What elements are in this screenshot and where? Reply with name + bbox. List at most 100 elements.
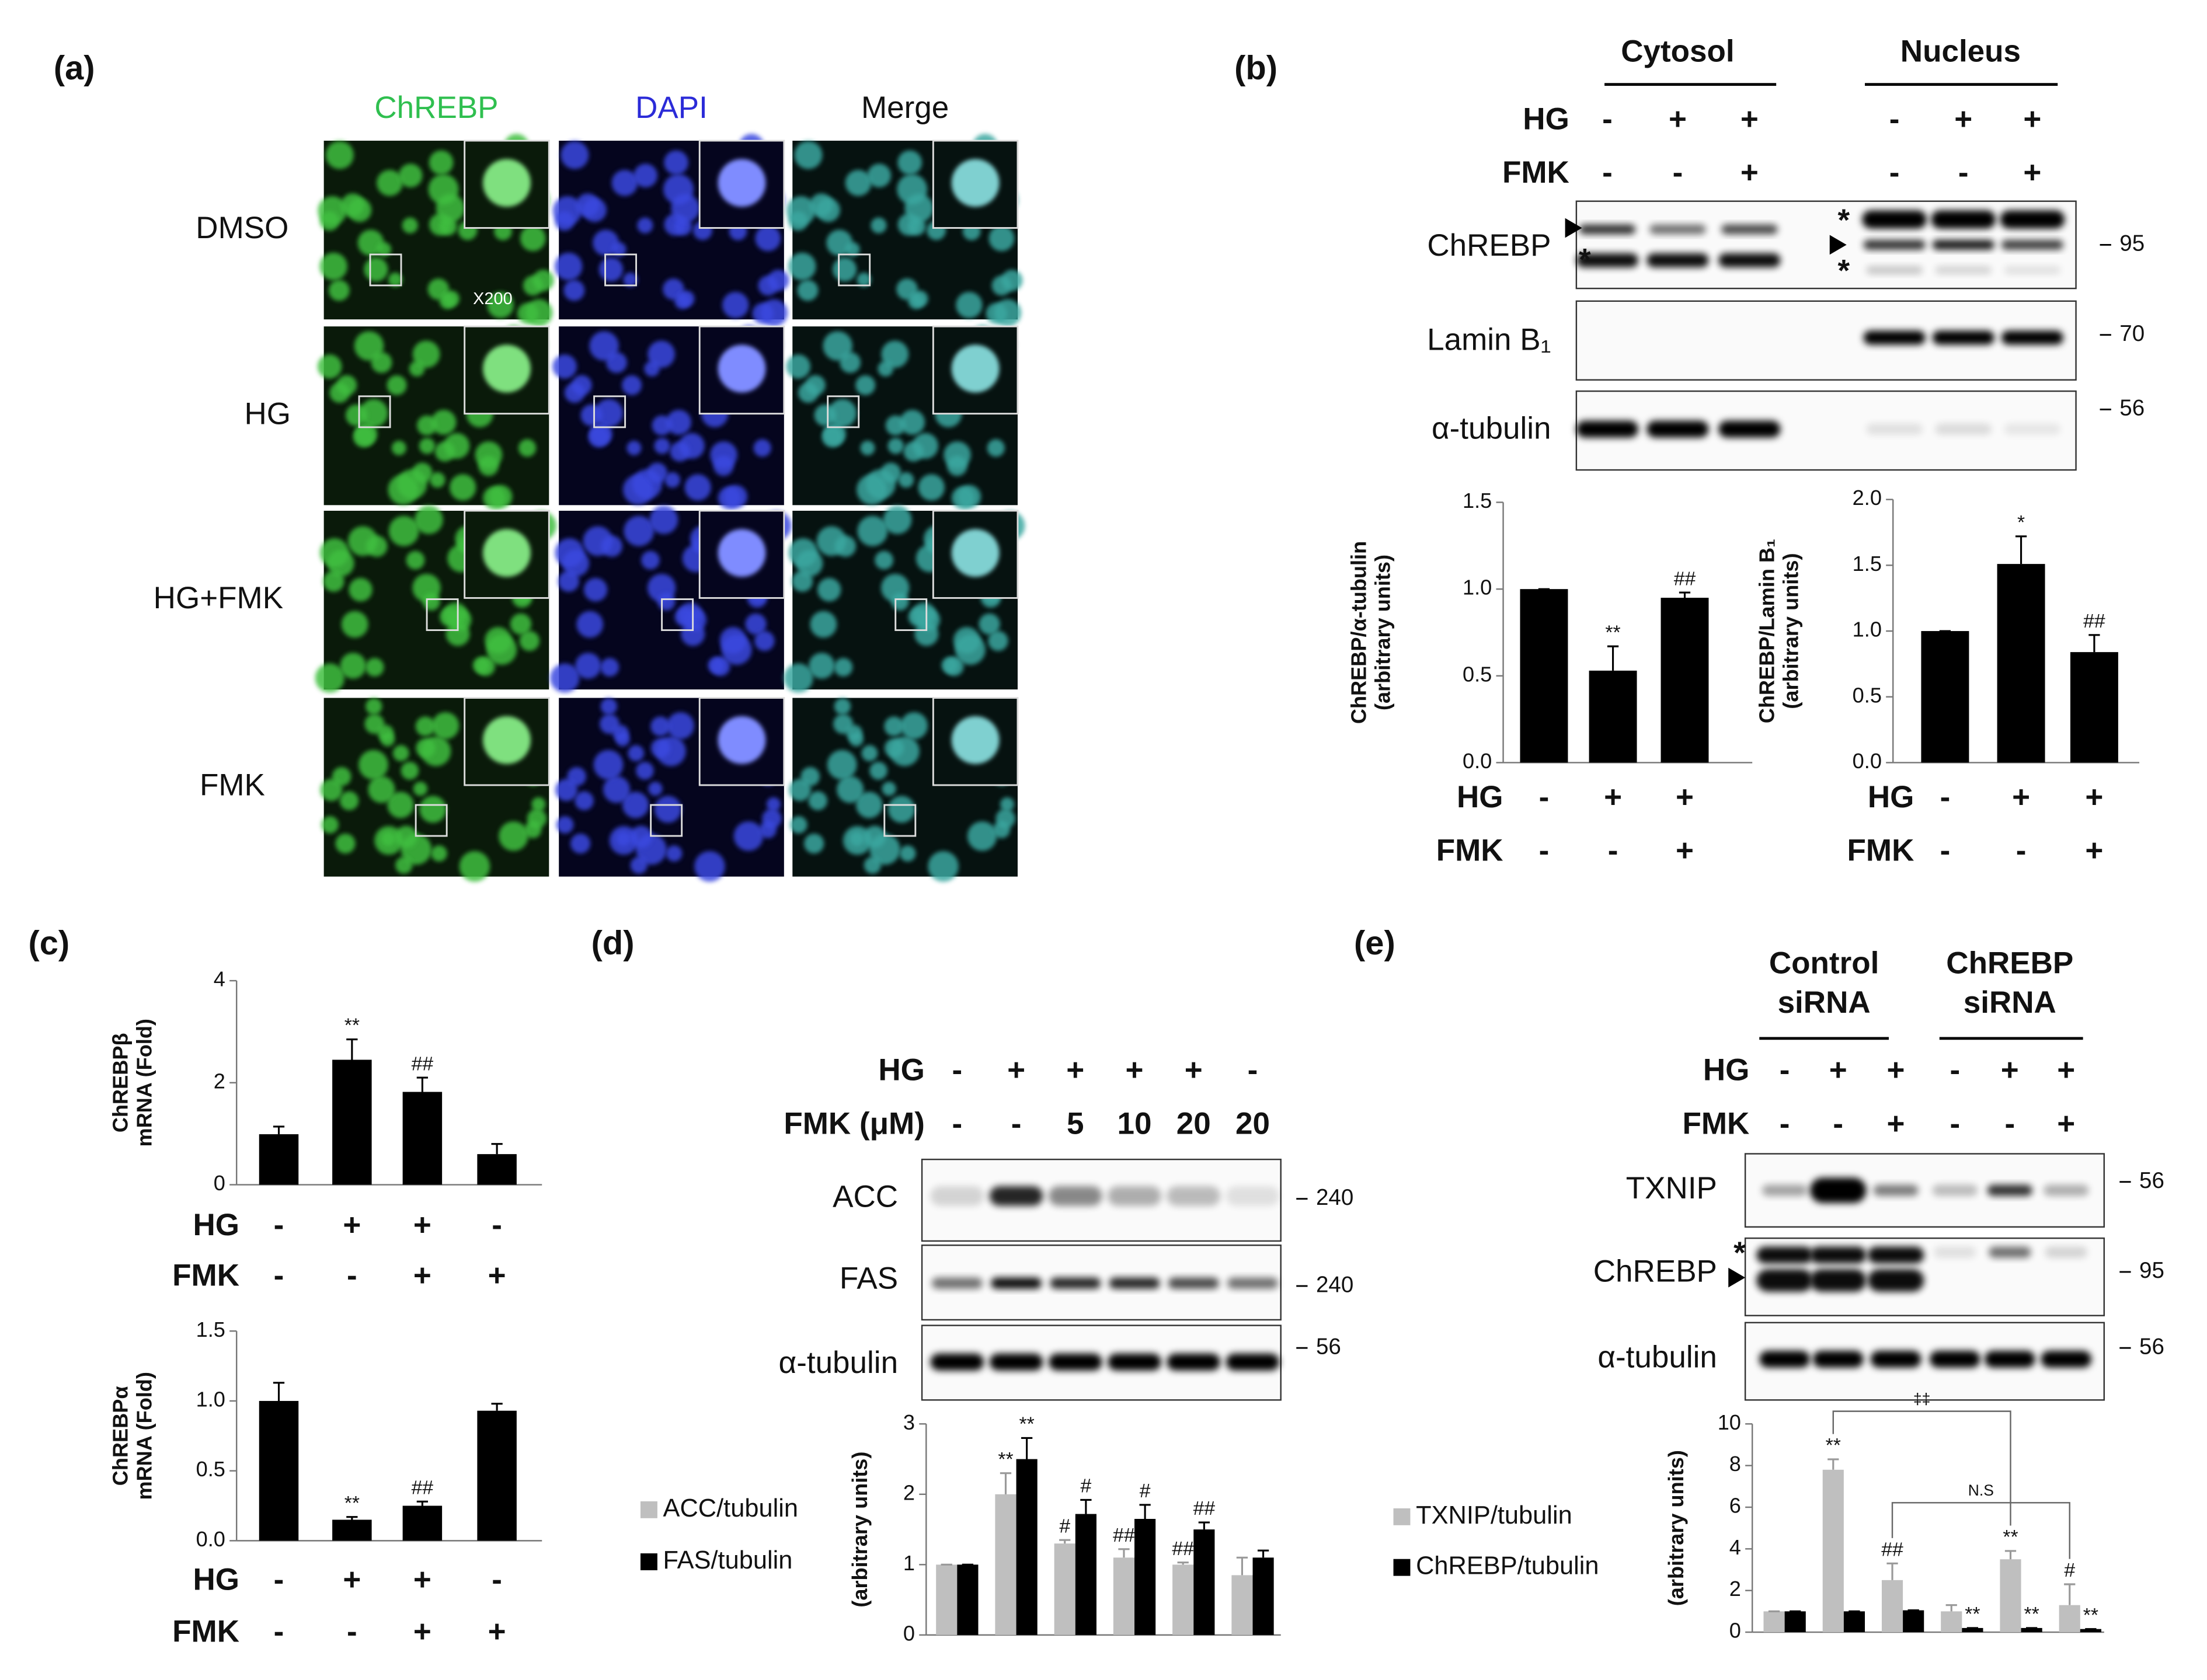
condition-value: - [952,1106,962,1141]
band-label: α-tubulin [1432,412,1551,446]
cell [412,462,433,483]
error-bar [1118,1548,1130,1558]
blot-band [991,1277,1042,1289]
group-label: Control [1769,946,1879,981]
cell [510,613,532,635]
error-bar [2064,1583,2076,1605]
cell [628,745,645,762]
significance: # [2064,1559,2075,1581]
cell [753,439,771,457]
cell [554,252,583,281]
cell [622,792,649,818]
condition-value: - [1673,155,1683,190]
y-tick-label: 1.5 [196,1317,225,1341]
blot-band [1227,1277,1278,1289]
error-bar [273,1382,285,1401]
cell [429,150,454,175]
y-axis-label: ChREBP/α-tubulin [1346,541,1370,724]
error-bar [1000,1472,1012,1494]
error-bar [416,1076,429,1092]
condition-value: - [1950,1053,1960,1088]
cell [575,791,594,811]
cell [600,698,618,715]
cell [881,340,909,368]
cell [994,299,1022,327]
condition-value: + [2023,155,2041,190]
condition-value: - [274,1562,284,1597]
micrograph [318,134,554,327]
condition-value: - [274,1259,284,1293]
error-bar [2015,535,2027,564]
cell [588,426,610,448]
blot-band [1108,1186,1161,1206]
inset-cell [718,716,766,764]
cell [850,831,865,846]
condition-value: + [1007,1053,1025,1088]
cell [600,714,619,734]
blot-band [1718,420,1781,438]
cell [387,792,414,818]
cell [450,474,476,501]
bar [1784,1611,1806,1633]
error-bar [1236,1556,1248,1576]
y-tick-label: 0.5 [196,1457,225,1481]
y-tick-label: 0 [214,1171,225,1195]
band-asterisk: * [1838,254,1850,288]
condition-value: 20 [1176,1106,1211,1141]
bar [259,1134,299,1185]
cell [422,592,440,611]
cell [684,474,711,501]
cell [784,663,813,693]
error-bar [1139,1504,1151,1519]
cell [594,399,623,427]
cell [478,455,499,476]
band-asterisk: * [1579,242,1591,277]
y-axis-label: (arbitrary units) [1778,553,1802,709]
band-asterisk: * [1838,203,1850,238]
cell [419,796,447,823]
band-label: ChREBP [1593,1254,1717,1288]
cell [823,331,852,361]
error-bar [1679,591,1691,598]
cell [708,657,725,674]
mw-marker: 70 [2119,321,2145,346]
condition-value: - [274,1208,284,1242]
condition-value: + [1740,155,1759,190]
blot-band [1576,420,1638,438]
panel-label: (e) [1354,925,1395,962]
arrowhead [1565,218,1582,238]
blot-band [2041,1350,2092,1368]
bar [936,1564,958,1635]
cell [519,630,540,651]
condition-name: FMK [172,1614,239,1648]
y-tick-label: 1.5 [1853,552,1882,576]
condition-value: - [1950,1106,1960,1141]
cell [988,225,1015,252]
cell [821,426,843,448]
row-label: FMK [200,768,265,803]
significance: # [1140,1480,1151,1502]
condition-value: + [1126,1053,1144,1088]
cell [789,779,812,801]
condition-value: + [1887,1106,1905,1141]
cell [871,217,887,233]
significance: ## [1193,1497,1216,1519]
cell [329,382,350,403]
y-tick-label: 6 [1729,1494,1741,1518]
mw-marker: 56 [2139,1334,2164,1359]
cell [525,299,553,327]
y-tick-label: 2 [214,1069,225,1093]
magnification: X200 [473,290,513,308]
significance: ** [344,1492,360,1514]
inset-cell [718,529,766,577]
cell [833,257,857,282]
micrograph [784,506,1025,693]
cell [315,663,344,693]
cell [967,821,997,851]
cell [583,526,613,556]
bar [1881,1580,1903,1633]
cell [898,472,914,488]
blot-band [1863,239,1926,250]
inset-cell [718,159,766,207]
y-tick-label: 0 [1729,1619,1741,1643]
